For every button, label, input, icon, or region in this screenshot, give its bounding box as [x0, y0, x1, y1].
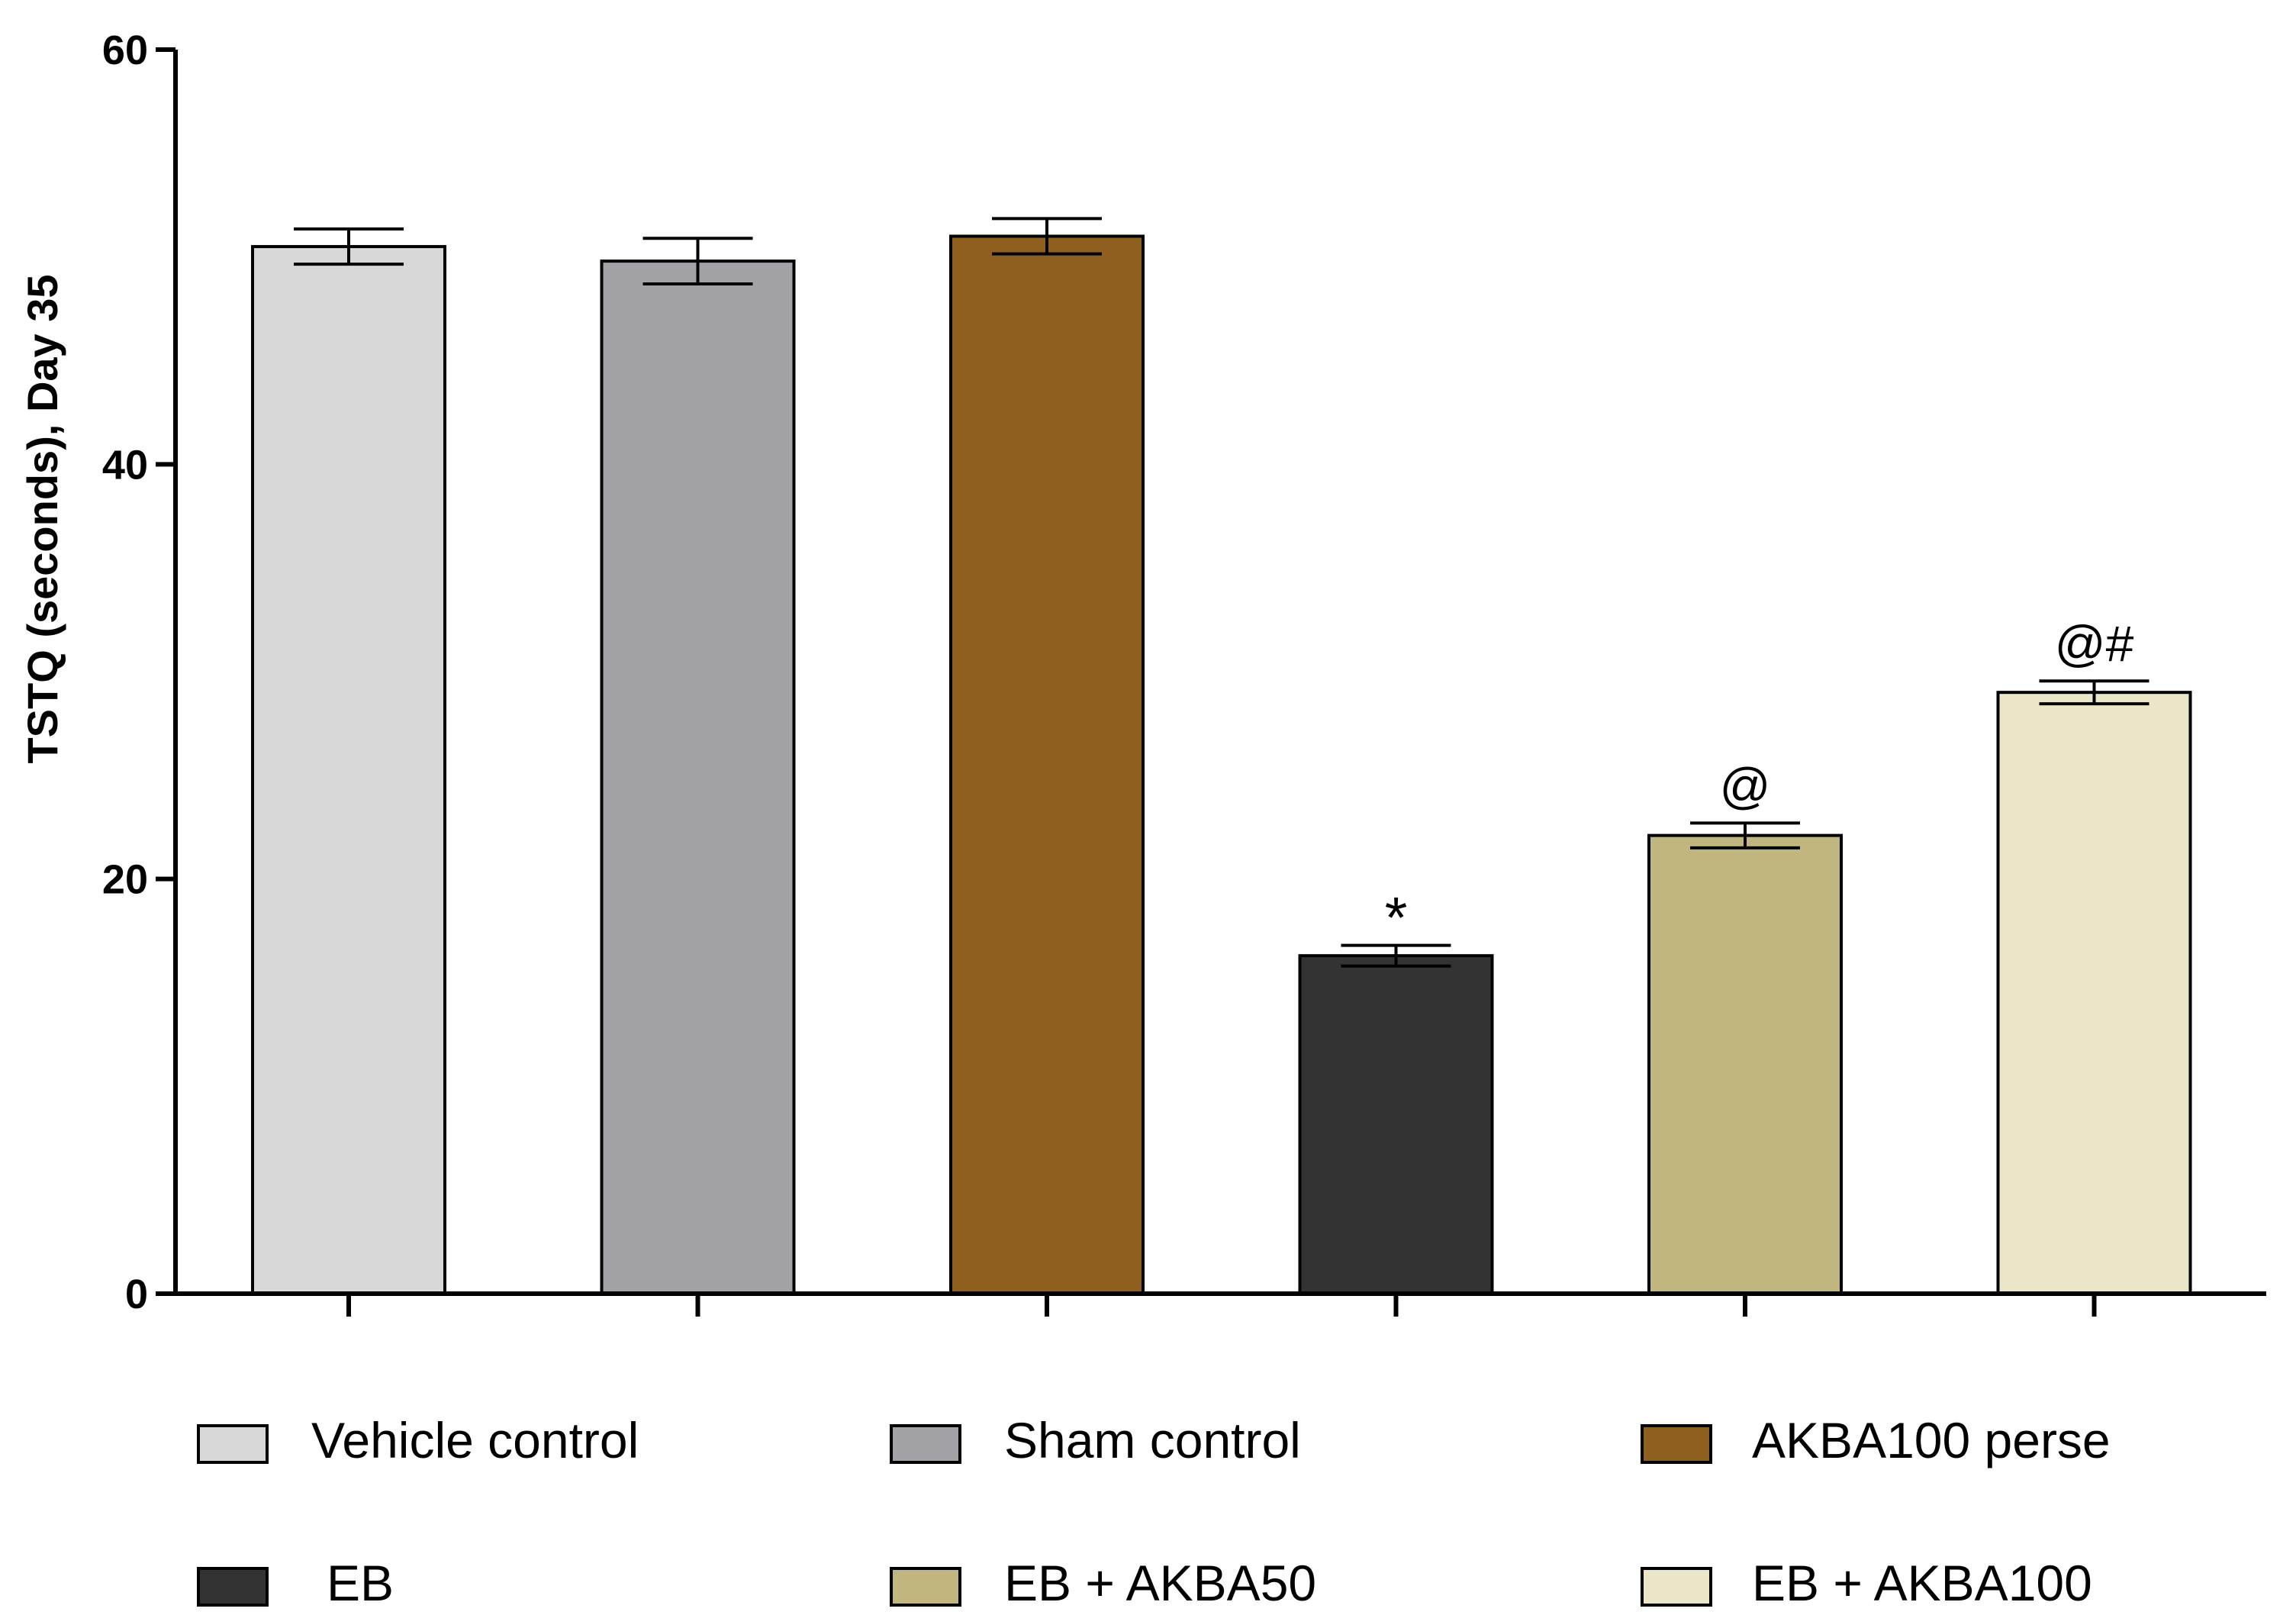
legend-swatch-4 — [197, 1567, 269, 1607]
error-bar-3 — [992, 217, 1102, 256]
bars-layer — [251, 234, 2192, 1296]
legend-swatch-6 — [1641, 1567, 1712, 1607]
legend-label-6: EB + AKBA100 — [1752, 1555, 2092, 1611]
bar-6 — [1996, 691, 2192, 1295]
annotation-4: * — [1385, 886, 1408, 951]
legend-label-3: AKBA100 perse — [1752, 1412, 2111, 1468]
legend-swatch-5 — [890, 1567, 961, 1607]
legend-label-5: EB + AKBA50 — [1004, 1555, 1316, 1611]
legend-label-4: EB — [327, 1555, 394, 1611]
y-axis-label: TSTQ (seconds), Day 35 — [18, 274, 66, 763]
error-bar-1 — [294, 227, 404, 266]
error-bar-2 — [642, 237, 753, 285]
legend: Vehicle control Sham control AKBA100 perse… — [197, 1412, 2111, 1611]
annotation-6: @# — [2055, 615, 2134, 672]
legend-swatch-1 — [197, 1424, 269, 1464]
error-bars-layer — [294, 217, 2149, 968]
bar-5 — [1647, 833, 1843, 1296]
error-bar-4 — [1341, 943, 1451, 968]
y-tick-label-0: 0 — [125, 1272, 148, 1317]
legend-label-2: Sham control — [1004, 1412, 1301, 1468]
bar-3 — [949, 234, 1145, 1295]
annotation-5: @ — [1720, 757, 1771, 814]
legend-swatch-2 — [890, 1424, 961, 1464]
y-tick-label-40: 40 — [102, 442, 148, 488]
y-tick-label-60: 60 — [102, 27, 148, 73]
y-tick-label-20: 20 — [102, 857, 148, 903]
bar-4 — [1298, 954, 1494, 1296]
error-bar-6 — [2039, 679, 2149, 706]
axes: 0 20 40 60 — [102, 27, 2266, 1317]
bar-1 — [251, 245, 446, 1295]
bar-2 — [600, 259, 796, 1296]
error-bar-5 — [1690, 821, 1800, 849]
significance-annotations: * @ @# — [1385, 615, 2134, 950]
legend-swatch-3 — [1641, 1424, 1712, 1464]
legend-label-1: Vehicle control — [311, 1412, 639, 1468]
